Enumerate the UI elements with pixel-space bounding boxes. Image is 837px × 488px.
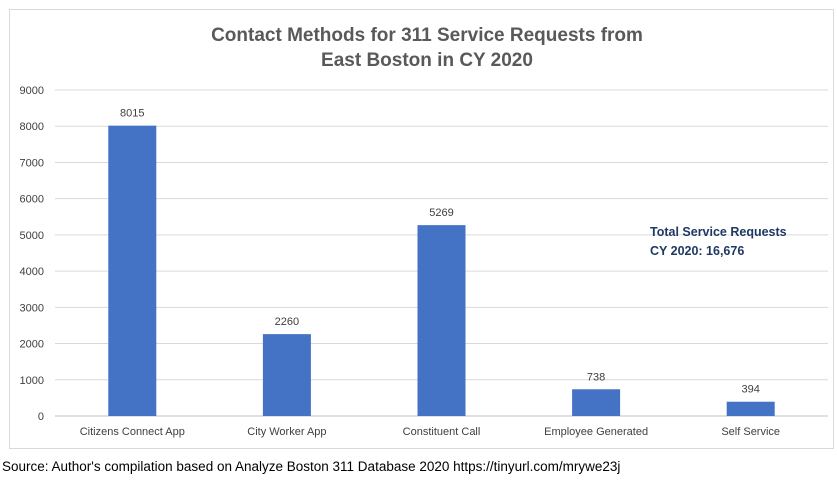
annotation-line-2: CY 2020: 16,676	[650, 244, 744, 258]
y-tick-label: 9000	[20, 85, 44, 97]
x-category-label: Constituent Call	[403, 426, 481, 438]
data-label: 8015	[120, 108, 144, 120]
bars	[108, 125, 775, 416]
chart-title-line-2: East Boston in CY 2020	[321, 50, 533, 71]
y-tick-label: 1000	[20, 375, 44, 387]
bar	[726, 401, 775, 416]
data-label: 5269	[429, 207, 453, 219]
x-category-label: Self Service	[721, 426, 780, 438]
x-category-label: Citizens Connect App	[80, 426, 185, 438]
y-tick-label: 2000	[20, 339, 44, 351]
y-tick-label: 8000	[20, 121, 44, 133]
x-category-label: Employee Generated	[544, 426, 648, 438]
y-axis-ticks: 0 1000 2000 3000 4000 5000 6000 7000 8000 9000	[20, 85, 44, 423]
bar	[262, 334, 311, 416]
bar-chart: 0 1000 2000 3000 4000 5000 6000 7000 8000 9000 80…	[20, 25, 828, 438]
y-tick-label: 6000	[20, 194, 44, 206]
data-label: 738	[587, 371, 605, 383]
gridlines	[55, 89, 828, 417]
x-category-label: City Worker App	[247, 426, 326, 438]
bar	[108, 125, 157, 416]
data-label: 2260	[275, 316, 299, 328]
y-tick-label: 0	[38, 411, 44, 423]
y-tick-label: 4000	[20, 266, 44, 278]
annotation-line-1: Total Service Requests	[650, 225, 787, 239]
data-labels: 8015 2260 5269 738 394	[120, 108, 760, 396]
data-label: 394	[742, 384, 760, 396]
bar	[572, 389, 621, 416]
x-axis-categories: Citizens Connect App City Worker App Const…	[80, 426, 780, 438]
y-tick-label: 5000	[20, 230, 44, 242]
y-tick-label: 3000	[20, 302, 44, 314]
y-tick-label: 7000	[20, 157, 44, 169]
chart-title-line-1: Contact Methods for 311 Service Requests…	[211, 25, 643, 46]
bar	[417, 225, 466, 416]
source-caption: Source: Author's compilation based on An…	[2, 459, 621, 474]
